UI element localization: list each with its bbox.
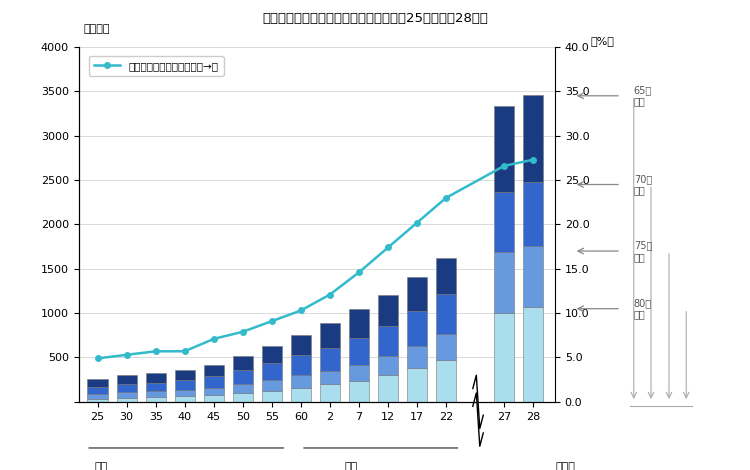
- Bar: [523, 95, 544, 182]
- Bar: [291, 355, 311, 375]
- Bar: [494, 106, 514, 193]
- Bar: [436, 360, 456, 402]
- Bar: [146, 383, 166, 392]
- Bar: [203, 365, 224, 376]
- Bar: [146, 374, 166, 383]
- Bar: [88, 387, 108, 394]
- Bar: [378, 326, 398, 356]
- Bar: [88, 399, 108, 402]
- Bar: [407, 277, 428, 311]
- Bar: [494, 193, 514, 252]
- Legend: 高齢者人口の割合（右目盛→）: 高齢者人口の割合（右目盛→）: [88, 56, 224, 76]
- Bar: [349, 309, 369, 338]
- Bar: [291, 335, 311, 355]
- Bar: [378, 295, 398, 326]
- Bar: [523, 306, 544, 402]
- Bar: [203, 376, 224, 388]
- Text: （年）: （年）: [555, 462, 574, 470]
- Bar: [349, 338, 369, 365]
- Bar: [232, 370, 253, 384]
- Bar: [262, 380, 282, 391]
- Text: 65歳
以上: 65歳 以上: [634, 85, 652, 107]
- Bar: [146, 397, 166, 402]
- Bar: [291, 388, 311, 402]
- Text: 平成: 平成: [344, 462, 358, 470]
- Bar: [436, 334, 456, 360]
- Bar: [320, 384, 340, 402]
- Bar: [523, 182, 544, 246]
- Bar: [203, 388, 224, 395]
- Bar: [175, 370, 195, 380]
- Bar: [320, 370, 340, 384]
- Bar: [407, 311, 428, 346]
- Bar: [407, 368, 428, 402]
- Bar: [116, 384, 136, 392]
- Bar: [175, 380, 195, 390]
- Bar: [436, 294, 456, 334]
- Bar: [320, 348, 340, 370]
- Bar: [523, 246, 544, 306]
- Bar: [232, 356, 253, 370]
- Bar: [262, 391, 282, 402]
- Text: 昭和: 昭和: [94, 462, 108, 470]
- Text: 75歳
以上: 75歳 以上: [634, 240, 652, 262]
- Bar: [88, 379, 108, 387]
- Bar: [116, 376, 136, 384]
- Text: 図１　高齢者人口及び割合の推移（昭和25年～平成28年）: 図１ 高齢者人口及び割合の推移（昭和25年～平成28年）: [262, 12, 488, 25]
- Text: 80歳
以上: 80歳 以上: [634, 298, 652, 320]
- Bar: [494, 313, 514, 402]
- Bar: [407, 346, 428, 368]
- Bar: [175, 390, 195, 396]
- Bar: [378, 375, 398, 402]
- Y-axis label: （%）: （%）: [591, 36, 614, 47]
- Bar: [262, 346, 282, 363]
- Bar: [232, 384, 253, 393]
- Bar: [175, 396, 195, 402]
- Text: 70歳
以上: 70歳 以上: [634, 174, 652, 196]
- Text: （万人）: （万人）: [83, 24, 110, 34]
- Bar: [349, 381, 369, 402]
- Bar: [116, 398, 136, 402]
- Bar: [349, 365, 369, 381]
- Bar: [378, 356, 398, 375]
- Bar: [494, 252, 514, 313]
- Bar: [232, 393, 253, 402]
- Bar: [146, 392, 166, 397]
- Bar: [203, 395, 224, 402]
- Bar: [436, 258, 456, 294]
- Bar: [116, 392, 136, 398]
- Bar: [88, 394, 108, 399]
- Bar: [320, 322, 340, 348]
- Bar: [262, 363, 282, 380]
- Bar: [291, 375, 311, 388]
